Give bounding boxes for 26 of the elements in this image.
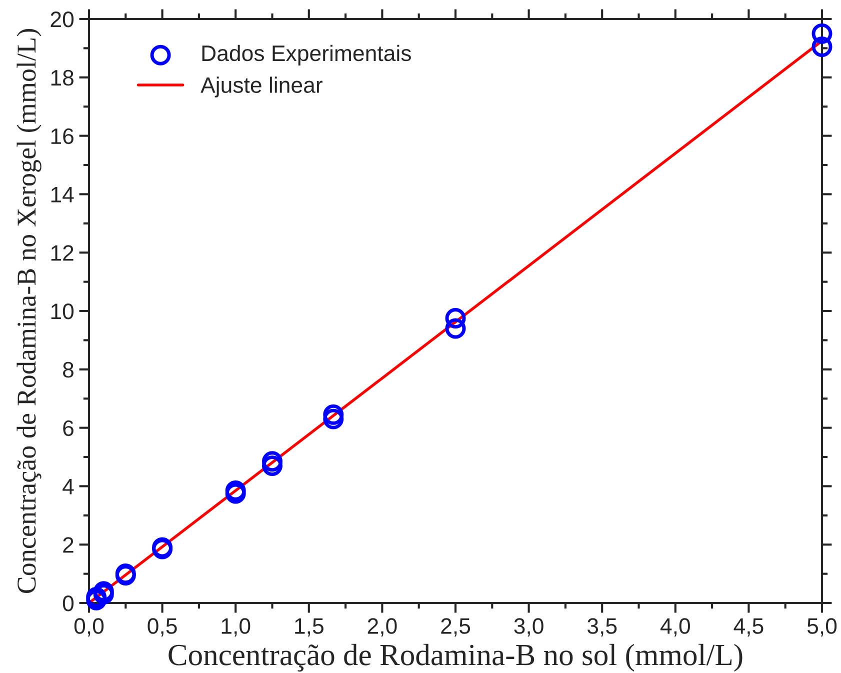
y-tick-label: 0: [62, 596, 74, 612]
x-tick-label: 0,0: [74, 618, 104, 637]
x-tick-label: 2,5: [441, 618, 470, 637]
y-tick-label: 6: [63, 420, 74, 436]
x-tick-label: 1,0: [222, 618, 250, 637]
y-tick-label: 2: [63, 537, 74, 553]
y-tick-label: 14: [51, 186, 74, 202]
x-tick-label: 0,5: [148, 618, 177, 637]
x-tick-label: 4,5: [734, 618, 764, 637]
x-tick-label: 3,5: [588, 618, 617, 637]
y-tick-label: 10: [51, 304, 74, 320]
x-tick-label: 2,0: [368, 618, 397, 637]
legend-label: Dados Experimentais: [202, 44, 411, 66]
y-tick-label: 8: [63, 362, 74, 378]
y-tick-label: 4: [62, 478, 74, 494]
x-axis-title: Concentração de Rodamina-B no sol (mmol/L): [168, 644, 742, 672]
y-tick-label: 16: [51, 128, 74, 144]
x-tick-label: 3,0: [514, 618, 544, 637]
x-tick-label: 5,0: [807, 618, 837, 637]
x-tick-label: 1,5: [295, 618, 324, 637]
y-axis-title: Concentração de Rodamina-B no Xerogel (mmol/L): [16, 29, 42, 594]
y-tick-label: 12: [51, 245, 74, 261]
x-tick-label: 4,0: [660, 618, 690, 637]
legend-label: Ajuste linear: [200, 76, 322, 98]
y-tick-label: 20: [50, 12, 74, 28]
y-tick-label: 18: [51, 70, 74, 86]
